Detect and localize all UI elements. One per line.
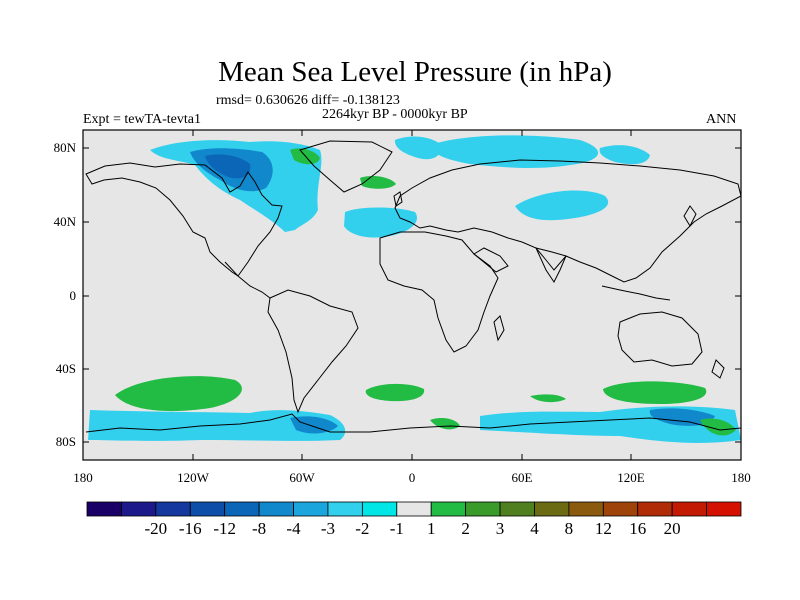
east-siberian-low: [599, 145, 650, 165]
eurasia-outline: [394, 159, 742, 283]
lat-label: 40S: [55, 361, 76, 376]
antarctic-high-east: [700, 418, 736, 436]
north-pacific-high: [115, 376, 242, 412]
colorbar-label: 8: [564, 519, 574, 538]
colorbar-label: -12: [213, 519, 236, 538]
colorbar-label: -3: [320, 519, 336, 538]
colorbar-label: -8: [252, 519, 267, 538]
colorbar-label: 1: [426, 519, 436, 538]
lon-label: 0: [408, 470, 416, 485]
colorbar-swatch: [602, 501, 639, 517]
colorbar-swatch: [465, 501, 501, 517]
greenland-outline: [299, 140, 393, 193]
central-america-outline: [224, 261, 271, 299]
north-pacific-low: [515, 190, 609, 221]
colorbar-swatch: [430, 501, 467, 517]
colorbar-swatch: [637, 501, 673, 517]
lon-label: 120W: [177, 470, 209, 485]
new-zealand-outline: [711, 359, 725, 379]
lon-label: 60E: [511, 470, 533, 485]
colorbar-label: 3: [495, 519, 505, 538]
rmsd-diff-stats: rmsd= 0.630626 diff= -0.138123: [216, 93, 400, 108]
north-america-outline: [85, 162, 283, 277]
colorbar-swatch: [224, 501, 260, 517]
colorbar-label: 20: [663, 519, 681, 538]
uk-outline: [393, 191, 403, 207]
colorbar-label: -2: [355, 519, 370, 538]
indonesia-outline: [601, 285, 671, 301]
lon-label: 120E: [617, 470, 645, 485]
colorbar-label: -16: [178, 519, 202, 538]
india-outline: [535, 247, 567, 283]
experiment-label: Expt = tewTA-tevta1: [83, 112, 201, 127]
lon-label: 180: [731, 470, 751, 485]
page-title: Mean Sea Level Pressure (in hPa): [218, 56, 612, 88]
colorbar-swatch: [121, 501, 157, 517]
arabia-outline: [473, 247, 509, 273]
antarctica-outline: [85, 413, 742, 433]
south-america-outline: [267, 289, 359, 414]
lon-label: 180: [73, 470, 93, 485]
negative-anomaly-regions: [88, 135, 741, 443]
coastlines: [85, 140, 742, 433]
time-period-label: 2264kyr BP - 0000kyr BP: [322, 107, 468, 122]
colorbar-swatch: [671, 501, 707, 517]
axis-ticks: [83, 130, 741, 460]
colorbar-swatch: [396, 501, 432, 517]
indian-ocean-high: [603, 381, 707, 404]
colorbar-swatch: [706, 501, 742, 517]
east-antarctic-deep-low: [649, 408, 715, 426]
colorbar-swatch: [293, 501, 329, 517]
colorbar-swatch: [86, 501, 122, 517]
colorbar-label: -20: [144, 519, 168, 538]
lon-label: 60W: [289, 470, 315, 485]
colorbar-swatch: [534, 501, 570, 517]
siberian-arctic-low: [430, 135, 599, 168]
colorbar-label: -4: [286, 519, 301, 538]
japan-outline: [683, 205, 697, 228]
colorbar-swatch: [361, 501, 398, 517]
madagascar-outline: [493, 315, 505, 342]
australia-outline: [617, 311, 703, 367]
africa-outline: [379, 231, 499, 353]
colorbar-swatch: [155, 501, 191, 517]
greenland-low: [394, 136, 441, 160]
colorbar: [86, 501, 742, 517]
season-label: ANN: [706, 112, 737, 127]
colorbar-swatch: [499, 501, 535, 517]
lat-label: 0: [69, 288, 77, 303]
colorbar-label: 12: [594, 519, 612, 538]
south-ocean-high-strip: [530, 394, 566, 403]
lat-label: 40N: [53, 214, 76, 229]
colorbar-swatch: [189, 501, 226, 517]
colorbar-label: -1: [389, 519, 404, 538]
south-atlantic-high: [365, 383, 425, 402]
colorbar-swatch: [327, 501, 363, 517]
colorbar-swatch: [258, 501, 294, 517]
lat-label: 80N: [53, 140, 76, 155]
hudson-bay-deep-low: [205, 154, 251, 179]
lat-label: 80S: [55, 434, 76, 449]
ross-sea-deep-low: [290, 416, 338, 434]
barents-high: [360, 176, 396, 189]
colorbar-label: 4: [530, 519, 539, 538]
colorbar-label: 2: [461, 519, 470, 538]
colorbar-label: 16: [629, 519, 647, 538]
colorbar-swatch: [568, 501, 604, 517]
